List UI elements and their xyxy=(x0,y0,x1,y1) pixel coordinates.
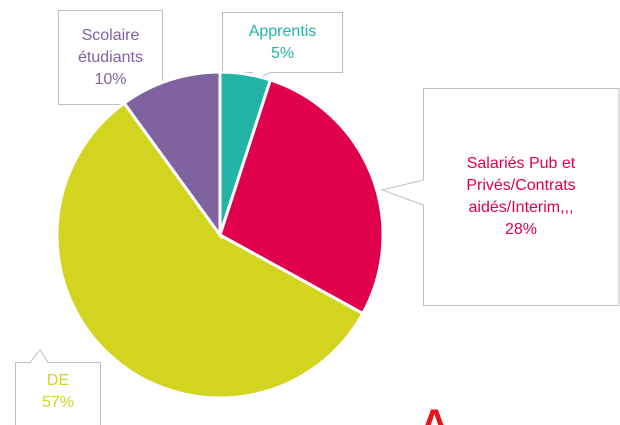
value-label: 5% xyxy=(270,44,295,62)
data-label: Salariés Pub et Privés/Contrats aidés/In… xyxy=(423,88,619,306)
value-label: 57% xyxy=(41,394,75,411)
pie-slice xyxy=(55,101,365,400)
value-label: 28% xyxy=(504,221,538,238)
category-label: Salariés Pub et Privés/Contrats aidés/In… xyxy=(466,155,576,216)
data-label: Apprentis 5% xyxy=(222,12,343,73)
callout-box xyxy=(380,88,620,306)
callouts xyxy=(15,10,620,425)
annotation: A xyxy=(420,402,449,425)
slices xyxy=(55,70,385,400)
callout-box xyxy=(15,349,101,425)
pie-slice xyxy=(122,70,222,240)
category-label: Apprentis xyxy=(248,22,317,40)
value-label: 10% xyxy=(94,70,127,88)
category-label: Scolaire étudiants xyxy=(78,26,143,66)
data-label: Scolaire étudiants 10% xyxy=(58,10,163,105)
data-label: DE 57% xyxy=(15,362,101,425)
pie-slice xyxy=(218,78,385,316)
category-label: DE xyxy=(46,372,70,389)
